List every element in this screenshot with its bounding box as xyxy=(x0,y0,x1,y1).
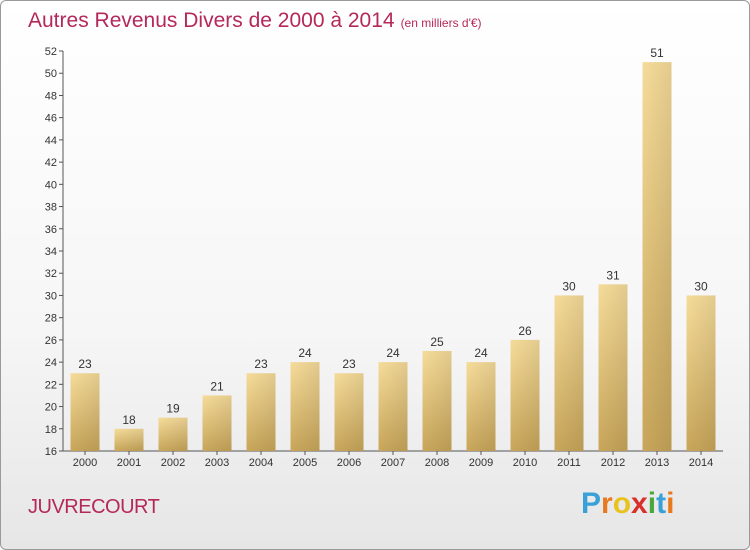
bar-value-label: 31 xyxy=(606,268,620,282)
chart-title-text: Autres Revenus Divers de 2000 à 2014 xyxy=(28,9,395,32)
y-tick-label: 46 xyxy=(45,113,57,125)
y-tick-label: 18 xyxy=(45,424,57,436)
y-tick-label: 48 xyxy=(45,90,57,102)
x-tick-label: 2006 xyxy=(337,457,361,469)
bar-shade xyxy=(334,373,364,451)
x-tick-label: 2008 xyxy=(425,457,449,469)
bar-shade xyxy=(422,351,452,451)
y-tick-label: 36 xyxy=(45,224,57,236)
y-tick-label: 26 xyxy=(45,335,57,347)
y-tick-label: 16 xyxy=(45,446,57,458)
bar-shade xyxy=(114,428,144,451)
y-tick-label: 38 xyxy=(45,202,57,214)
logo-letter: x xyxy=(631,487,648,520)
logo-letter: P xyxy=(581,487,602,520)
chart-subtitle: (en milliers d'€) xyxy=(400,16,482,30)
y-tick-label: 52 xyxy=(45,46,57,58)
bar-shade xyxy=(378,362,408,451)
logo-letter: o xyxy=(612,487,632,520)
bar-value-label: 24 xyxy=(474,346,488,360)
bar-shade xyxy=(510,339,540,451)
bar-shade xyxy=(554,295,584,451)
chart-title: Autres Revenus Divers de 2000 à 2014 (en … xyxy=(28,9,482,33)
x-tick-label: 2014 xyxy=(689,457,713,469)
bar-shade xyxy=(466,362,496,451)
bar-shade xyxy=(642,62,672,451)
bar-shade xyxy=(290,362,320,451)
bar-shade xyxy=(70,373,100,451)
bar-value-label: 51 xyxy=(650,46,664,60)
x-tick-label: 2005 xyxy=(293,457,317,469)
bar-value-label: 23 xyxy=(78,357,92,371)
x-tick-label: 2013 xyxy=(645,457,669,469)
y-tick-label: 50 xyxy=(45,68,57,80)
bar-value-label: 23 xyxy=(342,357,356,371)
x-tick-label: 2002 xyxy=(161,457,185,469)
y-tick-label: 34 xyxy=(45,246,57,258)
logo-letter: i xyxy=(666,487,675,520)
bar-value-label: 26 xyxy=(518,324,532,338)
y-tick-label: 28 xyxy=(45,313,57,325)
bar-value-label: 24 xyxy=(386,346,400,360)
bar-value-label: 30 xyxy=(562,279,576,293)
x-tick-label: 2012 xyxy=(601,457,625,469)
x-tick-label: 2001 xyxy=(117,457,141,469)
y-tick-label: 40 xyxy=(45,179,57,191)
bar-value-label: 24 xyxy=(298,346,312,360)
logo-letter: t xyxy=(656,487,667,520)
commune-name: JUVRECOURT xyxy=(28,496,160,518)
y-tick-label: 30 xyxy=(45,290,57,302)
x-tick-label: 2009 xyxy=(469,457,493,469)
y-tick-label: 44 xyxy=(45,135,57,147)
bar-value-label: 23 xyxy=(254,357,268,371)
x-tick-label: 2007 xyxy=(381,457,405,469)
x-tick-label: 2000 xyxy=(73,457,97,469)
bar-shade xyxy=(158,417,188,451)
bar-shade xyxy=(598,284,628,451)
proxiti-logo: Proxiti xyxy=(581,487,674,521)
bar-value-label: 25 xyxy=(430,335,444,349)
bar-shade xyxy=(246,373,276,451)
y-tick-label: 24 xyxy=(45,357,57,369)
y-tick-label: 20 xyxy=(45,402,57,414)
y-tick-label: 22 xyxy=(45,379,57,391)
x-tick-label: 2003 xyxy=(205,457,229,469)
bar-value-label: 21 xyxy=(210,379,224,393)
bar-value-label: 19 xyxy=(166,402,180,416)
bar-shade xyxy=(202,395,232,451)
y-tick-label: 42 xyxy=(45,157,57,169)
bar-shade xyxy=(686,295,716,451)
logo-letter: r xyxy=(601,487,613,520)
logo-letter: i xyxy=(647,487,657,520)
x-tick-label: 2011 xyxy=(557,457,581,469)
y-tick-label: 32 xyxy=(45,268,57,280)
bar-value-label: 18 xyxy=(122,413,136,427)
x-tick-label: 2010 xyxy=(513,457,537,469)
x-tick-label: 2004 xyxy=(249,457,273,469)
bar-value-label: 30 xyxy=(694,279,708,293)
